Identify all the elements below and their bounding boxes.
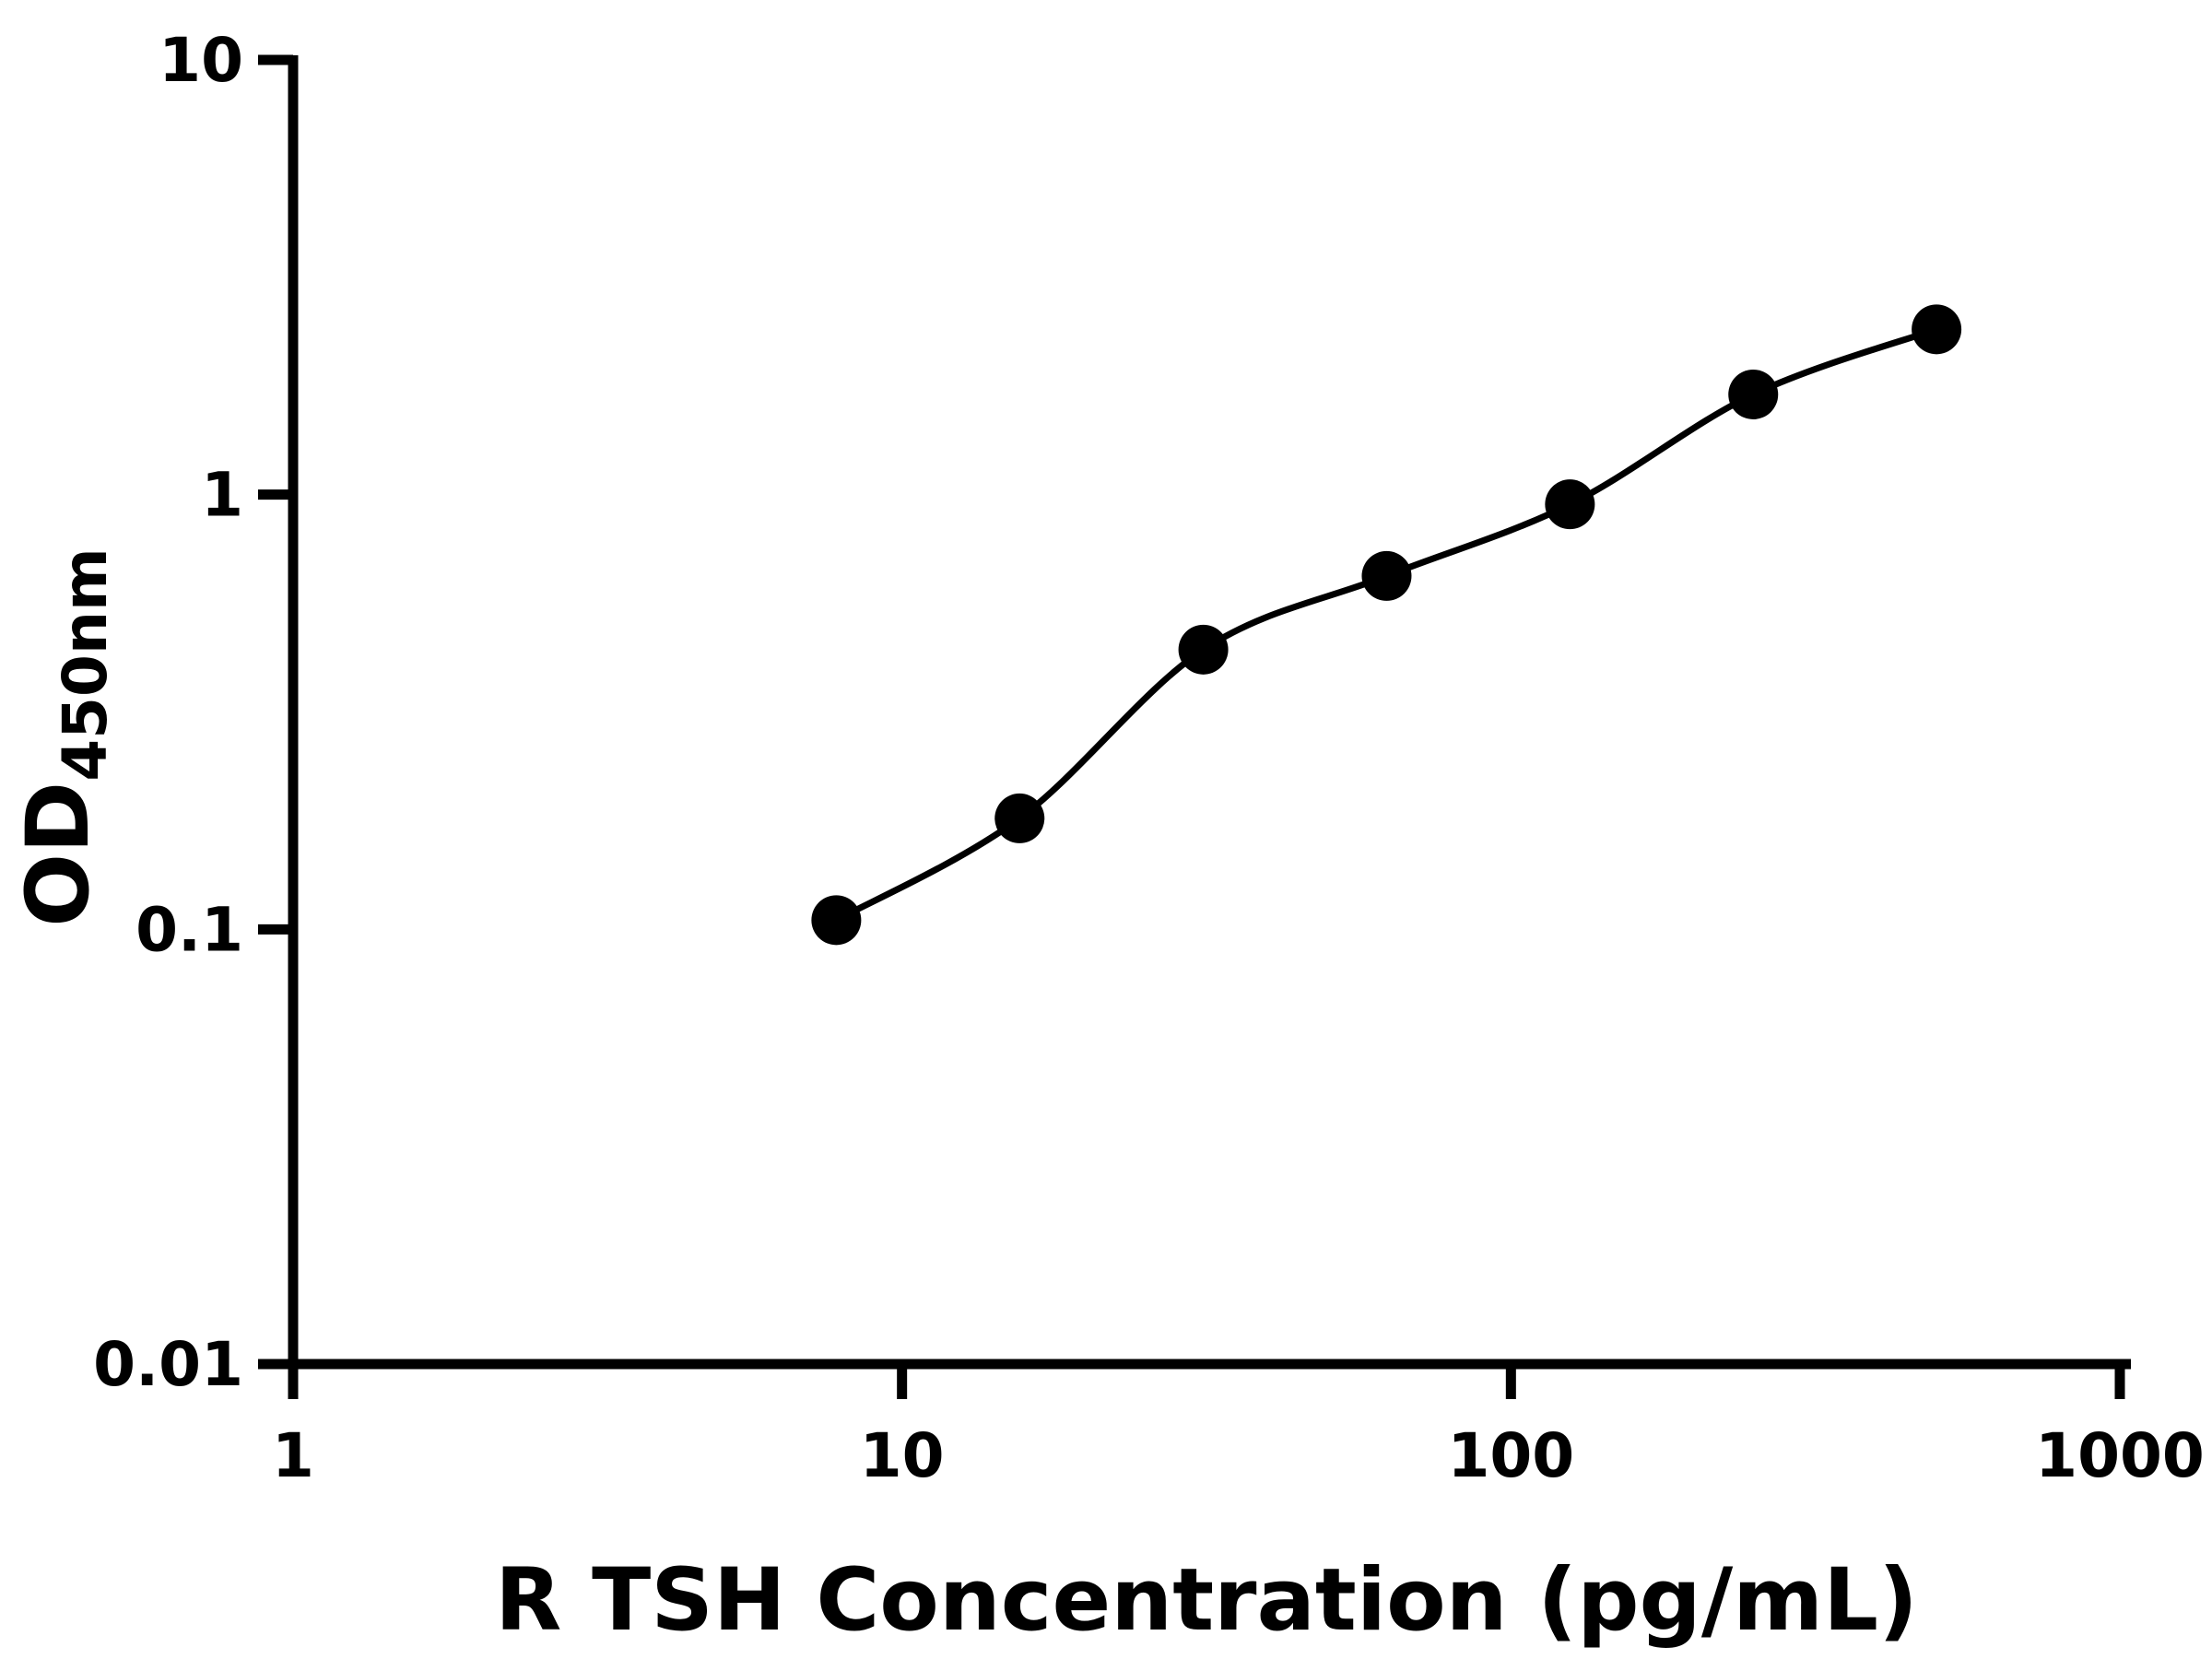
y-axis-tick-label: 0.1: [135, 894, 243, 965]
data-point: [1361, 550, 1412, 601]
x-axis-tick-label: 1000: [2035, 1420, 2205, 1491]
data-point: [994, 793, 1045, 843]
y-axis-tick-label: 10: [159, 25, 243, 96]
data-point: [1912, 304, 1962, 355]
x-axis-tick-label: 100: [1447, 1420, 1574, 1491]
y-axis-tick-label: 1: [201, 460, 243, 531]
y-axis-tick-label: 0.01: [93, 1329, 243, 1400]
y-axis-title: OD450nm: [8, 547, 121, 926]
data-point: [1545, 479, 1595, 530]
data-point: [1728, 369, 1779, 419]
x-axis-tick-label: 1: [272, 1420, 314, 1491]
x-axis-tick-label: 10: [860, 1420, 945, 1491]
data-point: [1178, 624, 1229, 675]
data-point: [811, 895, 862, 946]
x-axis-title: R TSH Concentration (pg/mL): [495, 1550, 1918, 1651]
